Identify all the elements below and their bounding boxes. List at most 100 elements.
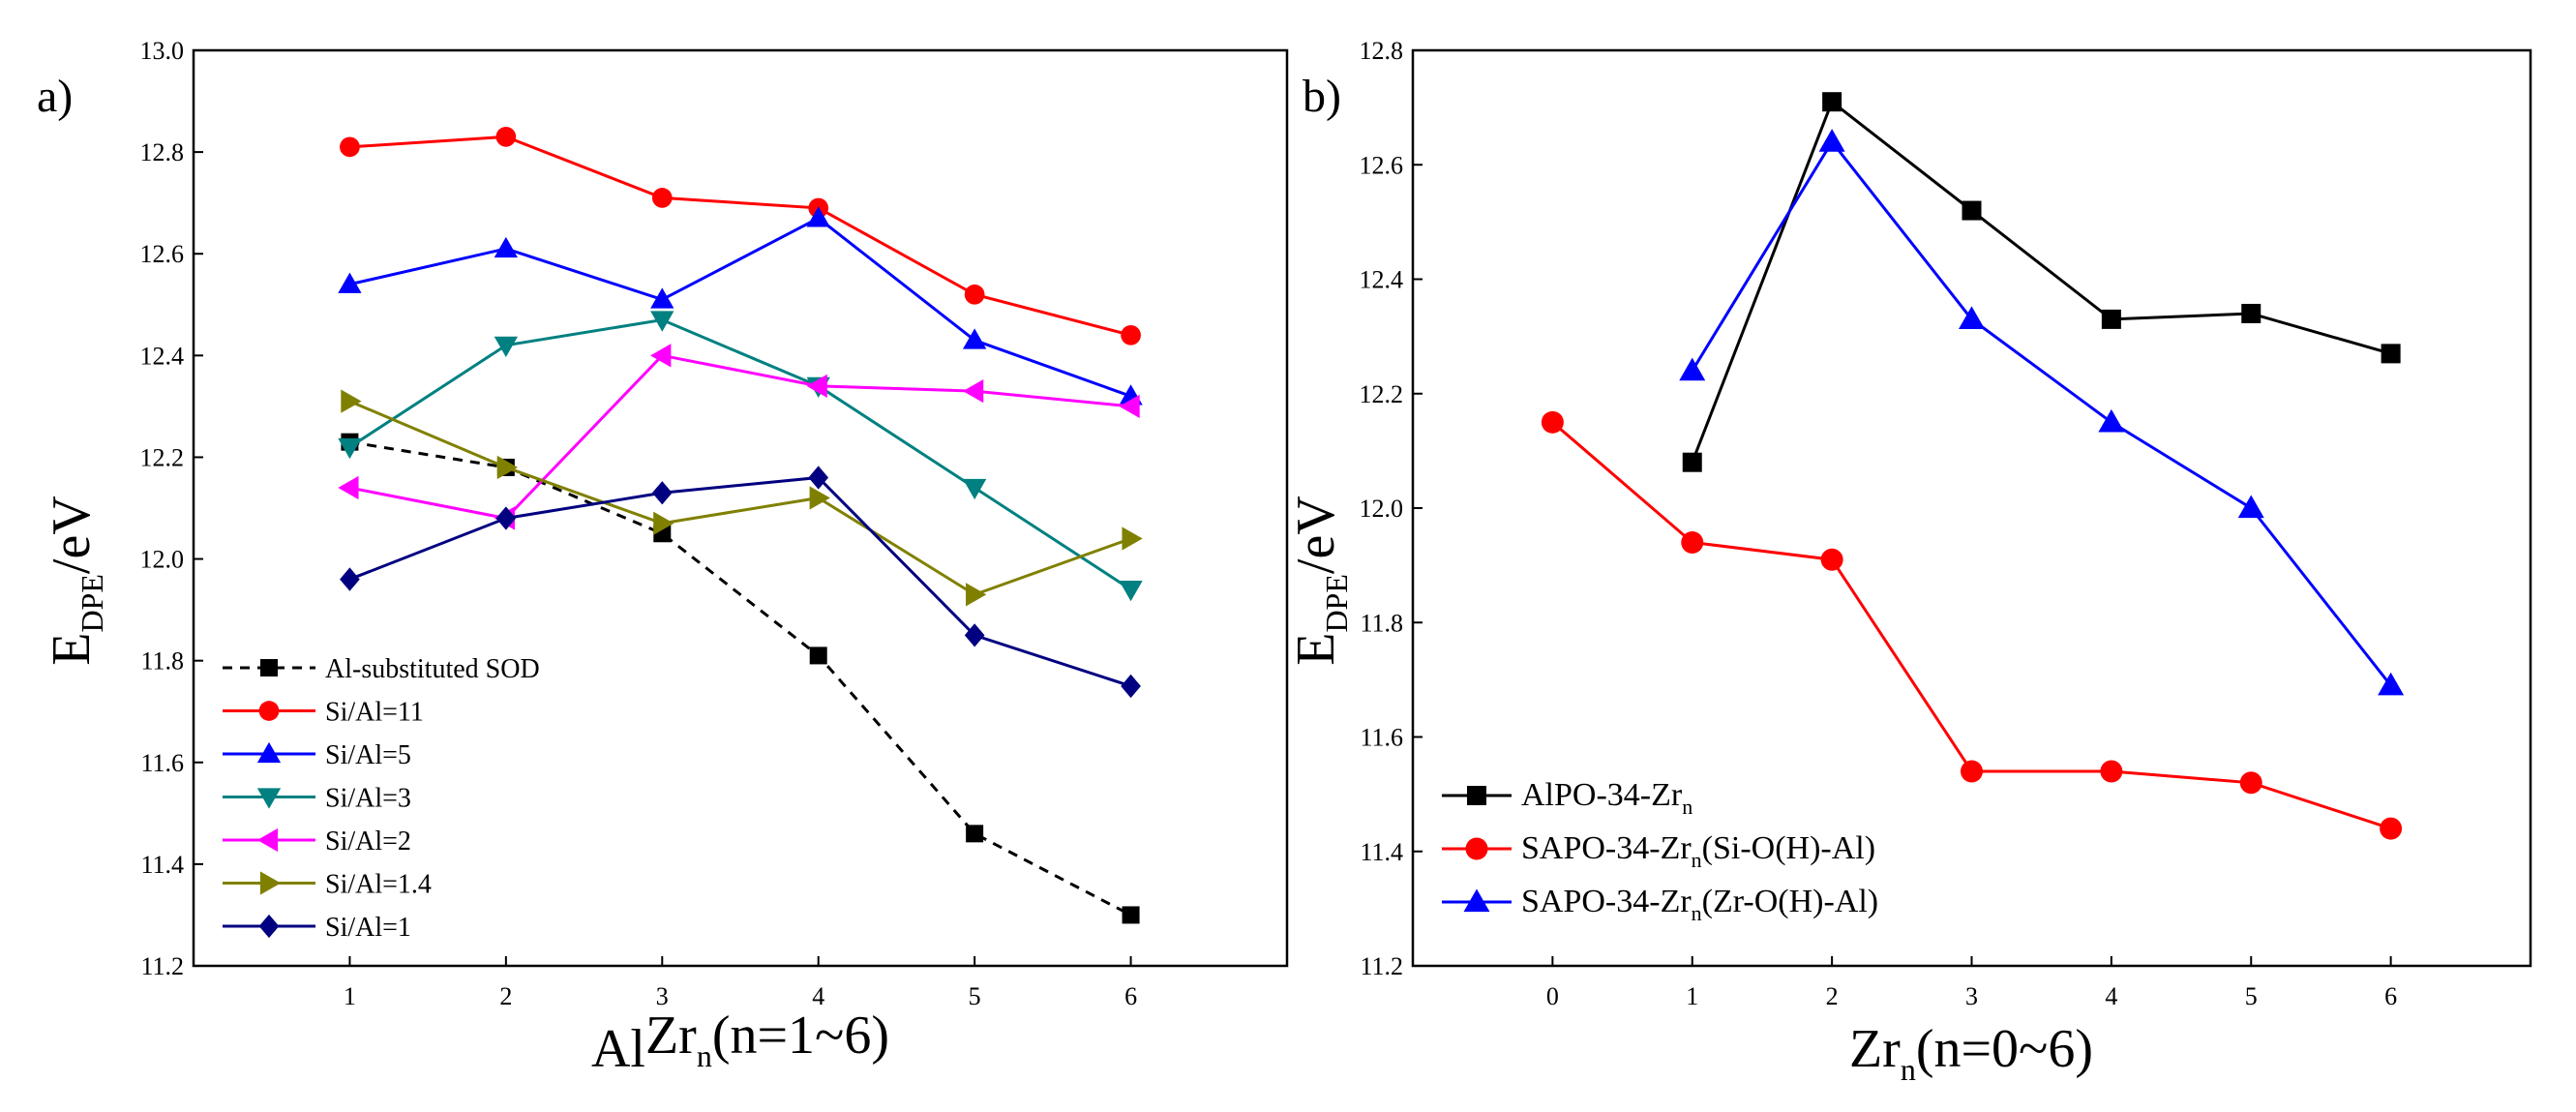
data-point xyxy=(809,646,827,665)
series-1 xyxy=(1682,92,2401,472)
series-5 xyxy=(338,344,1140,530)
panel-a-y-axis-label: EDPE/eV xyxy=(42,496,109,666)
data-point xyxy=(2239,771,2262,795)
x-tick-label: 5 xyxy=(969,982,981,1010)
data-point xyxy=(962,378,984,404)
panel-b-x-axis-label: Zrn(n=0~6) xyxy=(1849,1019,2093,1087)
data-point xyxy=(650,344,672,368)
data-point xyxy=(338,437,362,460)
data-point xyxy=(962,478,987,500)
legend-label: Si/Al=3 xyxy=(325,784,411,814)
legend-marker xyxy=(1465,837,1488,860)
data-point xyxy=(650,311,674,332)
x-tick-label: 3 xyxy=(656,982,669,1010)
series-3 xyxy=(338,206,1143,406)
y-tick-label: 11.6 xyxy=(140,749,184,777)
series-1 xyxy=(341,433,1140,924)
panel-a-x-ticks: 1 2 3 4 5 6 xyxy=(344,956,1137,1010)
x-tick-label: 4 xyxy=(812,982,824,1010)
data-point xyxy=(2381,344,2401,364)
data-point xyxy=(653,511,674,535)
data-point xyxy=(1822,92,1842,112)
data-point xyxy=(1818,129,1845,152)
legend-marker xyxy=(256,827,279,853)
y-tick-label: 11.8 xyxy=(140,647,184,676)
series-4 xyxy=(338,311,1143,602)
panel-a-y-ticks: 11.2 11.4 11.6 11.8 12.0 12.2 12.4 12.6 12.8 13.0 xyxy=(140,37,203,980)
series-7 xyxy=(340,466,1141,699)
panel-b-x-ticks: 0 1 2 3 4 5 6 xyxy=(1546,956,2397,1010)
y-tick-label: 12.0 xyxy=(140,546,185,574)
data-point xyxy=(495,126,517,147)
x-tick-label: 0 xyxy=(1546,982,1559,1010)
x-tick-label: 3 xyxy=(1965,982,1978,1010)
legend-marker xyxy=(258,914,280,939)
panel-a-plot-frame xyxy=(192,48,1289,968)
y-tick-label: 11.2 xyxy=(1360,952,1403,980)
data-point xyxy=(2100,760,2123,783)
data-point xyxy=(2098,408,2125,433)
data-point xyxy=(341,389,362,413)
y-tick-label: 11.8 xyxy=(1360,609,1403,637)
panel-b-y-axis-label: EDPE/eV xyxy=(1286,496,1354,666)
panel-b: 11.2 11.4 11.6 11.8 12.0 12.2 12.4 12.6 12.8 0 1 2… xyxy=(1286,37,2532,1087)
data-point xyxy=(1679,357,1706,381)
legend-label: Si/Al=1.4 xyxy=(325,870,432,900)
data-point xyxy=(2380,817,2403,840)
series-line xyxy=(349,440,1132,917)
series-3 xyxy=(1679,129,2405,696)
panel-a-legend: Al-substituted SOD Si/Al=11 Si/Al=5 Si/Al=3… xyxy=(223,654,540,943)
legend-label: Si/Al=5 xyxy=(325,740,411,770)
legend-label: Al-substituted SOD xyxy=(325,654,540,684)
panel-b-plot-frame xyxy=(1411,48,2532,968)
data-point xyxy=(1119,394,1140,419)
data-point xyxy=(962,328,987,349)
series-6 xyxy=(341,389,1143,607)
data-point xyxy=(1119,580,1143,602)
legend-entry: Si/Al=2 xyxy=(223,826,411,857)
legend-entry: Si/Al=1.4 xyxy=(223,870,432,900)
data-point xyxy=(496,455,519,480)
y-tick-label: 12.6 xyxy=(1360,151,1404,179)
x-tick-label: 6 xyxy=(1124,982,1137,1010)
data-point xyxy=(340,136,360,158)
data-point xyxy=(340,567,360,591)
data-point xyxy=(2101,309,2121,329)
series-line xyxy=(348,317,1132,591)
x-tick-label: 1 xyxy=(344,982,356,1010)
y-tick-label: 12.8 xyxy=(140,138,185,166)
y-tick-label: 12.4 xyxy=(1360,266,1404,294)
x-tick-label: 2 xyxy=(1826,982,1839,1010)
series-2 xyxy=(1541,410,2403,840)
series-line xyxy=(349,353,1131,521)
data-point xyxy=(964,623,985,647)
series-line xyxy=(348,400,1132,597)
y-tick-label: 12.4 xyxy=(140,342,185,370)
legend-marker xyxy=(1463,888,1490,913)
data-point xyxy=(964,284,985,305)
legend-label: Si/Al=2 xyxy=(325,826,411,857)
series-line xyxy=(349,216,1132,398)
series-line xyxy=(1691,138,2392,687)
y-tick-label: 11.6 xyxy=(1360,724,1403,752)
data-point xyxy=(1122,526,1143,551)
data-point xyxy=(338,475,359,500)
legend-marker xyxy=(260,659,278,676)
legend-marker xyxy=(259,871,282,895)
y-tick-label: 11.4 xyxy=(140,851,184,879)
x-tick-label: 6 xyxy=(2384,982,2397,1010)
legend-label: AlPO-34-Zrn xyxy=(1521,777,1692,819)
legend-label: Si/Al=11 xyxy=(325,698,424,728)
panel-b-label: b) xyxy=(1303,71,1341,122)
data-point xyxy=(1541,410,1564,434)
data-point xyxy=(1121,324,1141,346)
x-tick-label: 1 xyxy=(1686,982,1698,1010)
data-point xyxy=(1962,200,1982,221)
y-tick-label: 11.2 xyxy=(140,952,184,980)
legend-label: SAPO-34-Zrn(Zr-O(H)-Al) xyxy=(1521,884,1878,925)
data-point xyxy=(808,466,829,490)
legend-entry: Si/Al=1 xyxy=(223,913,411,943)
data-point xyxy=(806,374,827,399)
legend-entry: SAPO-34-Zrn(Si-O(H)-Al) xyxy=(1442,830,1875,872)
